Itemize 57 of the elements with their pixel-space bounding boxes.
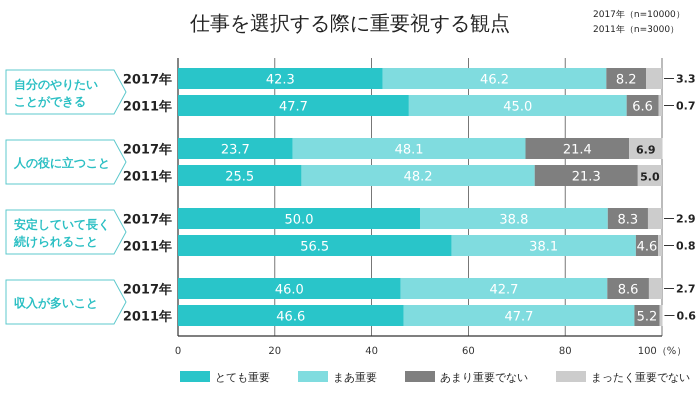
data-label: 0.7 bbox=[676, 100, 696, 112]
data-label: 21.4 bbox=[562, 142, 592, 158]
data-label: 6.6 bbox=[632, 100, 653, 114]
data-label: 5.0 bbox=[640, 170, 660, 184]
text: 2011年（n=3000） bbox=[593, 24, 680, 35]
data-label: 48.1 bbox=[394, 142, 424, 158]
data-label: 0.6 bbox=[676, 310, 696, 322]
x-tick-label: 20 bbox=[268, 346, 282, 357]
y-tick-label: 2011年 bbox=[122, 310, 172, 324]
data-label: 45.0 bbox=[503, 100, 532, 114]
legend-label: あまり重要でない bbox=[440, 371, 528, 384]
y-tick-label: 2011年 bbox=[122, 240, 172, 254]
chart-title: 仕事を選択する際に重要視する観点 bbox=[189, 11, 510, 35]
data-label: 3.3 bbox=[676, 72, 696, 86]
data-label: 2.7 bbox=[676, 282, 696, 296]
x-tick-label: 0 bbox=[174, 346, 182, 357]
data-label: 2.9 bbox=[676, 212, 696, 226]
data-label: 38.8 bbox=[499, 212, 528, 228]
data-label: 42.3 bbox=[266, 72, 295, 88]
data-label: 48.2 bbox=[404, 170, 433, 184]
data-label: 50.0 bbox=[284, 212, 314, 228]
data-label: 6.9 bbox=[636, 144, 656, 156]
y-tick-label: 2011年 bbox=[122, 170, 172, 184]
x-tick-label: 80 bbox=[558, 346, 572, 357]
x-tick-label: 40 bbox=[365, 346, 378, 357]
data-label: 8.6 bbox=[618, 282, 638, 298]
data-label: 38.1 bbox=[529, 240, 558, 254]
data-label: 5.2 bbox=[636, 310, 658, 324]
text: 収入が多いこと bbox=[14, 296, 98, 310]
text: 安定していて長く続けられること bbox=[13, 218, 110, 248]
data-label: 47.7 bbox=[504, 310, 534, 324]
y-tick-label: 2011年 bbox=[122, 100, 172, 114]
data-label: 42.7 bbox=[489, 282, 518, 298]
data-label: 47.7 bbox=[278, 100, 308, 114]
data-label: 8.3 bbox=[618, 212, 638, 228]
data-label: 25.5 bbox=[225, 170, 254, 184]
data-label: 21.3 bbox=[572, 170, 601, 184]
legend-label: まあ重要 bbox=[333, 371, 377, 384]
y-tick-label: 2017年 bbox=[122, 142, 172, 158]
data-label: 46.2 bbox=[480, 72, 510, 88]
legend-label: とても重要 bbox=[215, 371, 270, 384]
data-label: 0.8 bbox=[676, 240, 696, 252]
data-label: 4.6 bbox=[636, 240, 658, 254]
y-tick-label: 2017年 bbox=[122, 212, 172, 228]
data-label: 8.2 bbox=[616, 72, 637, 88]
x-tick-label: 60 bbox=[462, 346, 475, 357]
x-tick-label: 100（%） bbox=[638, 346, 686, 357]
text: 2017年（n=10000） bbox=[593, 9, 685, 20]
y-tick-label: 2017年 bbox=[122, 282, 172, 298]
legend-label: まったく重要でない bbox=[591, 371, 690, 384]
y-tick-label: 2017年 bbox=[122, 72, 172, 88]
data-label: 56.5 bbox=[300, 240, 330, 254]
data-label: 46.0 bbox=[274, 282, 304, 298]
data-label: 46.6 bbox=[276, 310, 306, 324]
data-label: 23.7 bbox=[220, 142, 250, 158]
text: 人の役に立つこと bbox=[13, 156, 110, 170]
text: 自分のやりたいことができる bbox=[14, 78, 98, 108]
